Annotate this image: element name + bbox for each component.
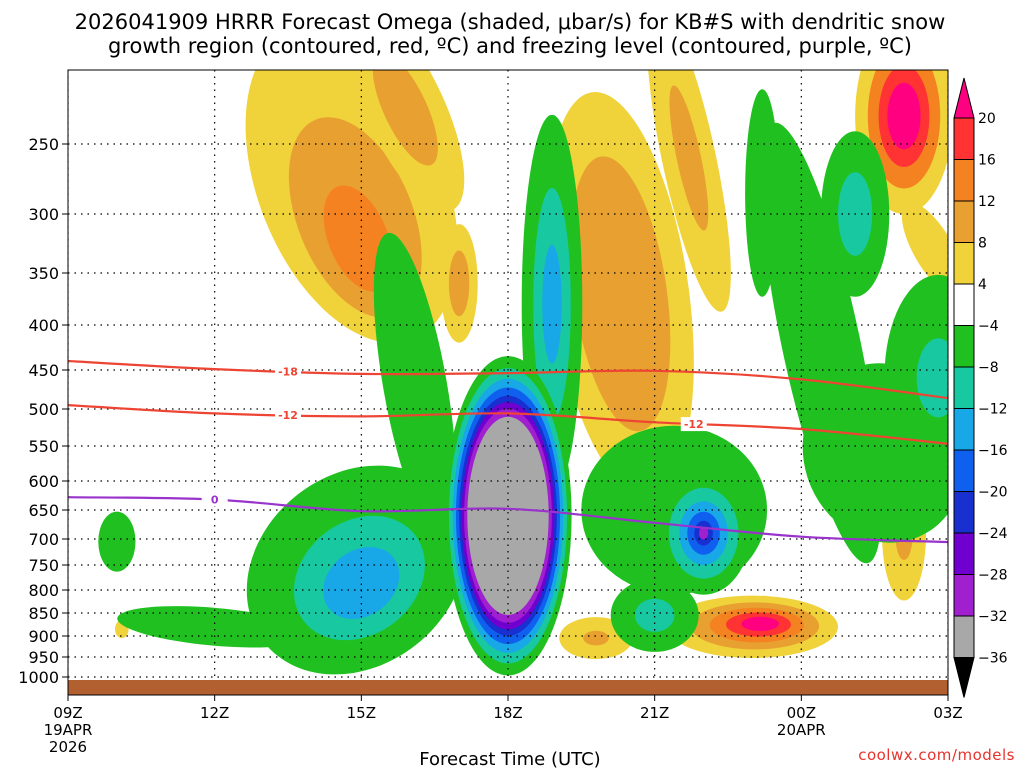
y-tick-label-700: 700 — [28, 530, 59, 549]
y-tick-label-300: 300 — [28, 205, 59, 224]
y-tick-label-900: 900 — [28, 627, 59, 646]
y-tick-label-1000: 1000 — [18, 668, 59, 687]
y-tick-label-500: 500 — [28, 400, 59, 419]
colorbar-segment-5 — [953, 283, 975, 326]
omega-region-14-level-0 — [98, 511, 136, 572]
colorbar-bottom-triangle — [953, 657, 975, 698]
y-axis: 250 300 350 400 450 500 550 600 650 700 750 800 850 9… — [18, 135, 68, 687]
colorbar-label-8: −16 — [978, 443, 1008, 459]
colorbar-segment-12 — [953, 574, 975, 617]
y-tick-label-950: 950 — [28, 648, 59, 667]
x-tick-label-3: 12Z — [200, 704, 229, 722]
omega-shading — [98, 70, 948, 676]
y-tick-label-800: 800 — [28, 581, 59, 600]
contour-label-0-0: -18 — [278, 366, 298, 379]
contour-line-0 — [68, 359, 948, 400]
omega-region-4-level-1 — [669, 85, 709, 231]
credit-text: coolwx.com/models — [858, 746, 1015, 764]
colorbar-segment-7 — [953, 366, 975, 409]
y-tick-label-350: 350 — [28, 264, 59, 283]
colorbar-segment-2 — [953, 159, 975, 202]
x-axis-label: Forecast Time (UTC) — [419, 749, 600, 768]
chart-title-line1: 2026041909 HRRR Forecast Omega (shaded, … — [75, 10, 946, 34]
omega-region-5-level-3 — [887, 82, 921, 150]
x-tick-sublabel-0-1: 2026 — [49, 738, 87, 756]
omega-region-3-level-1 — [570, 156, 671, 432]
x-tick-label-0: 09Z — [53, 704, 82, 722]
x-tick-label-18: 03Z — [933, 704, 962, 722]
omega-region-12-level-0 — [117, 606, 313, 648]
contour-label-2-0: 0 — [211, 494, 219, 507]
omega-region-15-level-2 — [542, 245, 562, 364]
omega-region-18-level-5 — [699, 526, 709, 540]
colorbar-label-13: −36 — [978, 651, 1008, 667]
colorbar-label-5: −4 — [978, 319, 999, 335]
y-tick-label-850: 850 — [28, 604, 59, 623]
colorbar-segment-3 — [953, 200, 975, 243]
omega-region-7-level-4 — [741, 616, 779, 632]
x-tick-label-6: 15Z — [347, 704, 376, 722]
colorbar-segment-13 — [953, 615, 975, 658]
y-tick-label-650: 650 — [28, 501, 59, 520]
colorbar-label-0: 20 — [978, 111, 996, 127]
omega-region-25-level-0 — [796, 317, 826, 405]
plot-area: -18 -12 -12 0 — [68, 70, 948, 695]
omega-region-23-level-0 — [884, 274, 948, 481]
contour-line-1 — [68, 404, 948, 445]
omega-region-23-level-1 — [916, 338, 948, 418]
ground-surface — [68, 680, 948, 695]
colorbar-label-9: −20 — [978, 485, 1008, 501]
colorbar-segment-10 — [953, 491, 975, 534]
contour-label-bg-1-1 — [680, 417, 707, 432]
gridlines — [68, 70, 948, 695]
colorbar-label-1: 16 — [978, 153, 996, 169]
y-tick-label-250: 250 — [28, 135, 59, 154]
colorbar-segment-6 — [953, 325, 975, 368]
x-tick-sublabel-0-0: 19APR — [44, 721, 93, 739]
omega-region-16-level-7 — [467, 416, 549, 615]
colorbar-label-11: −28 — [978, 568, 1008, 584]
contour-label-bg-0-0 — [275, 364, 301, 379]
colorbar-label-7: −12 — [978, 402, 1008, 418]
y-tick-label-750: 750 — [28, 556, 59, 575]
colorbar: 20 16 12 8 4 −4 −8 −12 −16 −20 −24 −28 −32 −36 — [953, 77, 1008, 698]
omega-region-6-level-0 — [901, 202, 948, 297]
y-tick-label-600: 600 — [28, 472, 59, 491]
colorbar-label-10: −24 — [978, 526, 1008, 542]
colorbar-label-3: 8 — [978, 236, 987, 252]
colorbar-segment-11 — [953, 532, 975, 575]
contour-label-1-1: -12 — [684, 418, 704, 431]
colorbar-label-6: −8 — [978, 360, 999, 376]
contour-label-bg-1-0 — [275, 407, 301, 422]
x-tick-label-12: 21Z — [640, 704, 669, 722]
colorbar-label-12: −32 — [978, 609, 1008, 625]
chart-title-line2: growth region (contoured, red, ºC) and f… — [108, 34, 912, 58]
omega-region-8-level-1 — [583, 630, 609, 646]
omega-region-19-level-1 — [634, 598, 675, 632]
colorbar-segment-4 — [953, 242, 975, 285]
y-tick-label-550: 550 — [28, 437, 59, 456]
colorbar-segment-8 — [953, 408, 975, 451]
contour-label-bg-2-0 — [201, 492, 228, 507]
colorbar-top-triangle — [953, 77, 975, 119]
y-tick-label-400: 400 — [28, 316, 59, 335]
omega-region-2-level-1 — [448, 250, 470, 317]
omega-region-1-level-1 — [372, 70, 438, 166]
colorbar-label-4: 4 — [978, 277, 987, 293]
y-tick-label-450: 450 — [28, 361, 59, 380]
colorbar-segment-1 — [953, 117, 975, 160]
x-tick-label-9: 18Z — [493, 704, 522, 722]
contour-lines: -18 -12 -12 0 — [68, 359, 948, 544]
x-tick-sublabel-15-0: 20APR — [777, 721, 826, 739]
contour-label-1-0: -12 — [278, 409, 298, 422]
x-tick-label-15: 00Z — [787, 704, 816, 722]
colorbar-label-2: 12 — [978, 194, 996, 210]
omega-region-13-level-0 — [373, 232, 457, 539]
colorbar-segment-9 — [953, 449, 975, 492]
